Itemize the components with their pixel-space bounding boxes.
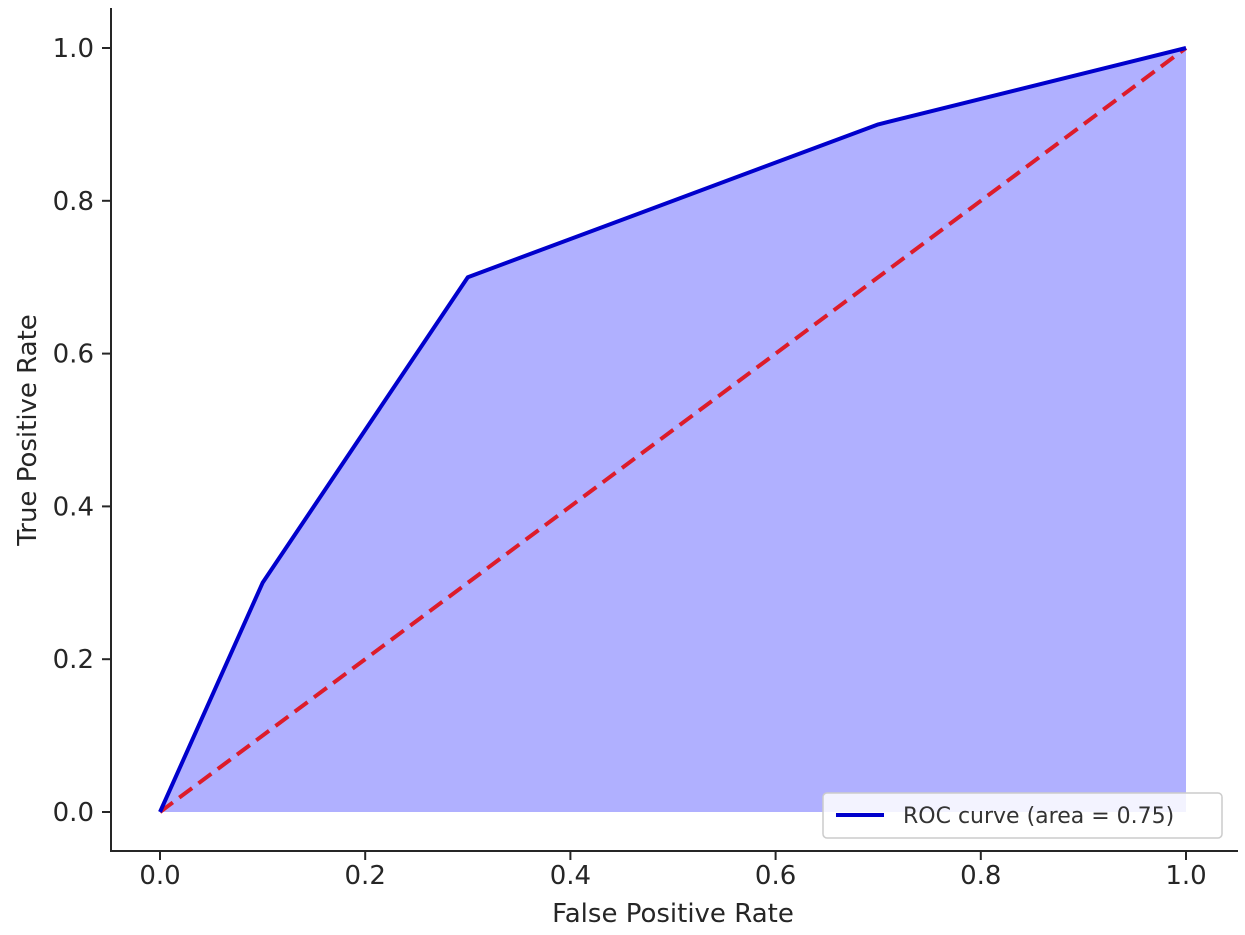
x-tick-label: 0.2 [345,861,386,891]
y-tick-label: 0.2 [53,645,94,675]
legend: ROC curve (area = 0.75) [822,792,1223,839]
y-tick-label: 0.6 [53,340,94,370]
y-tick-group: 0.0 0.2 0.4 0.6 0.8 1.0 [53,34,111,828]
x-axis-label: False Positive Rate [552,899,794,929]
x-tick-label: 1.0 [1165,861,1206,891]
random-guess-line [158,46,1188,814]
roc-curve-line [158,46,1187,813]
y-tick-label: 0.0 [53,798,94,828]
legend-box [822,792,1223,839]
y-axis-label: True Positive Rate [13,314,43,547]
x-tick-label: 0.8 [960,861,1001,891]
x-tick-group: 0.0 0.2 0.4 0.6 0.8 1.0 [139,851,1207,891]
legend-label: ROC curve (area = 0.75) [903,804,1174,829]
x-tick-label: 0.6 [755,861,796,891]
x-tick-label: 0.4 [550,861,591,891]
y-tick-label: 0.8 [53,187,94,217]
x-tick-label: 0.0 [139,861,180,891]
y-tick-label: 0.4 [53,492,94,522]
y-tick-label: 1.0 [53,34,94,64]
